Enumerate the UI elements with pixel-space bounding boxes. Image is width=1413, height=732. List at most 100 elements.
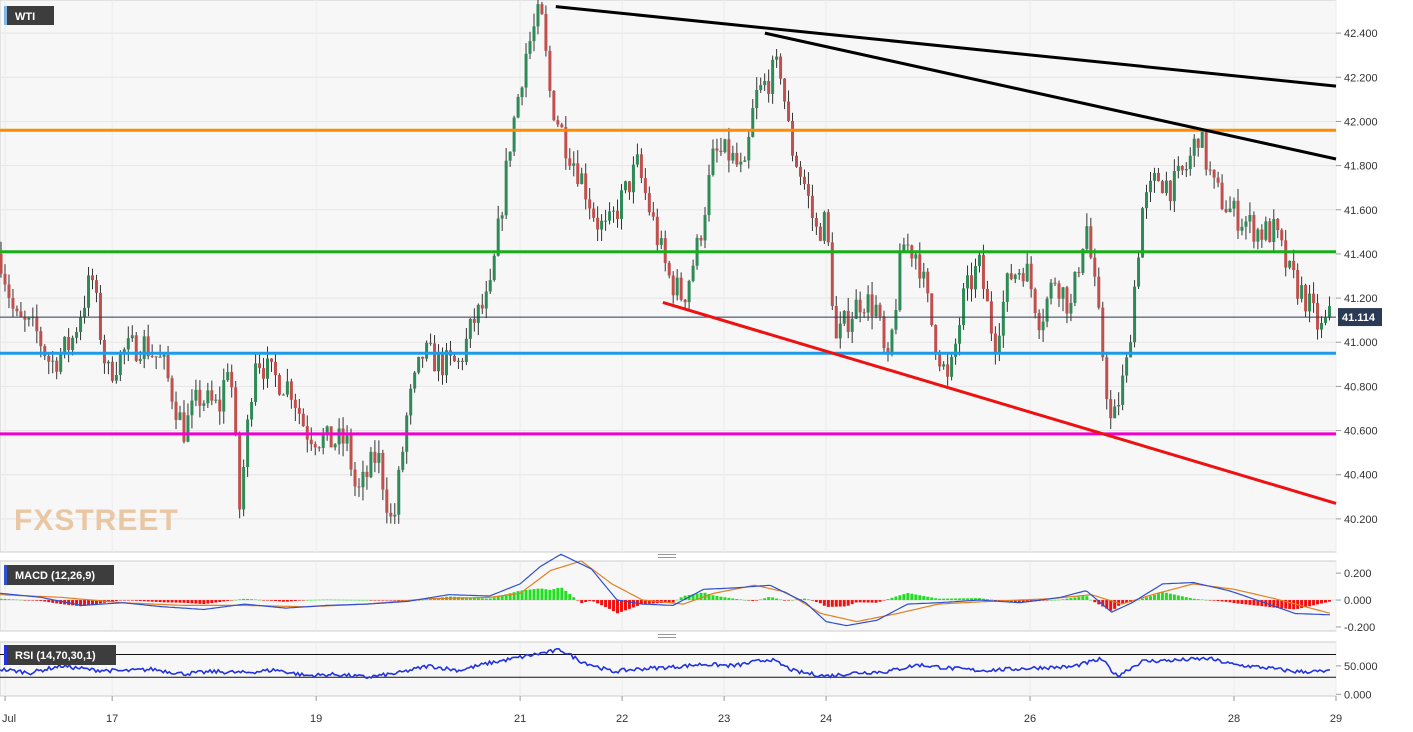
macd-histogram-bar [1168,593,1172,601]
candle-body [1327,306,1331,318]
macd-histogram-bar [795,599,799,601]
candle-body [552,90,556,121]
macd-histogram-bar [679,597,683,601]
candle-body [1013,274,1017,280]
rsi-indicator-badge[interactable]: RSI (14,70,30,1) [4,645,116,665]
macd-histogram-bar [337,599,341,601]
candle-body [802,176,806,185]
symbol-badge[interactable]: WTI [4,6,54,25]
macd-histogram-bar [262,600,266,601]
macd-histogram-bar [146,600,150,602]
macd-histogram-bar [500,595,504,601]
macd-histogram-bar [1017,600,1021,603]
macd-histogram-bar [671,600,675,603]
candle-body [564,127,568,159]
macd-histogram-bar [663,600,667,603]
macd-histogram-bar [604,600,608,608]
last-price-tag [1338,308,1382,327]
macd-histogram-bar [731,598,735,601]
macd-histogram-bar [954,598,958,601]
candle-body [973,266,977,290]
candle-body [568,158,572,166]
candle-body [854,299,858,319]
macd-histogram-bar [75,600,79,606]
macd-histogram-bar [134,600,138,601]
candle-body [341,428,345,444]
candle-body [15,308,19,312]
panel-resize-handle[interactable] [655,631,679,642]
x-axis-tick-label: 19 [310,713,322,725]
macd-histogram-bar [970,598,974,601]
x-axis-tick-label: 21 [514,713,526,725]
macd-histogram-bar [59,600,63,604]
candle-body [639,154,643,179]
candle-body [767,80,771,94]
candle-body [39,331,43,347]
candle-body [1121,375,1125,405]
candle-body [1045,298,1049,322]
macd-histogram-bar [1145,597,1149,601]
candle-body [751,108,755,137]
candle-body [795,155,799,167]
candle-body [266,358,270,379]
macd-histogram-bar [1248,600,1252,605]
candle-body [222,380,226,412]
candle-body [1316,303,1320,330]
macd-indicator-badge[interactable]: MACD (12,26,9) [4,565,114,585]
macd-histogram-bar [293,600,297,601]
macd-histogram-bar [1141,598,1145,601]
macd-histogram-bar [556,587,560,601]
macd-histogram-bar [580,600,584,604]
grid-layer [0,0,1337,696]
candle-body [1244,221,1248,227]
macd-histogram-bar [254,599,258,601]
macd-histogram-bar [826,600,830,607]
macd-histogram-bar [989,599,993,601]
candle-body [1224,208,1228,213]
candle-body [898,250,902,311]
macd-histogram-bar [1288,600,1292,609]
candle-body [460,360,464,363]
candle-body [87,275,91,308]
macd-histogram-bar [166,600,170,603]
macd-histogram-bar [281,600,285,602]
rsi-panel-frame [0,641,1337,697]
candle-body [727,139,731,161]
macd-histogram-bar [1073,597,1077,601]
candle-body [35,316,39,332]
macd-y-tick-label: 0.200 [1344,568,1372,580]
candle-body [182,412,186,442]
macd-histogram-bar [946,598,950,601]
macd-histogram-bar [170,600,174,603]
price-y-tick-label: 40.600 [1344,426,1378,438]
candle-body [942,364,946,367]
macd-histogram-bar [7,599,11,601]
candle-body [329,426,333,448]
macd-histogram-bar [842,600,846,607]
macd-histogram-bar [997,600,1001,601]
candle-body [194,389,198,401]
macd-histogram-bar [962,598,966,601]
macd-histogram-bar [759,599,763,601]
macd-histogram-bar [234,599,238,601]
candle-body [130,335,134,339]
macd-histogram-bar [218,600,222,602]
macd-histogram-bar [938,598,942,601]
price-y-tick-label: 41.600 [1344,205,1378,217]
candle-body [1105,357,1109,400]
macd-histogram-bar [1260,600,1264,607]
rsi-layer [0,648,1336,680]
macd-histogram-bar [1184,597,1188,601]
candle-body [1304,285,1308,312]
macd-histogram-bar [1148,596,1152,601]
macd-histogram-bar [918,595,922,601]
candle-body [456,360,460,362]
macd-histogram-bar [206,600,210,604]
candle-body [1069,302,1073,314]
trend-line [555,5,1337,88]
panel-resize-handle[interactable] [655,552,679,561]
candle-body [1065,287,1069,314]
candle-body [627,181,631,193]
macd-histogram-bar [47,600,51,603]
macd-histogram-bar [524,589,528,601]
